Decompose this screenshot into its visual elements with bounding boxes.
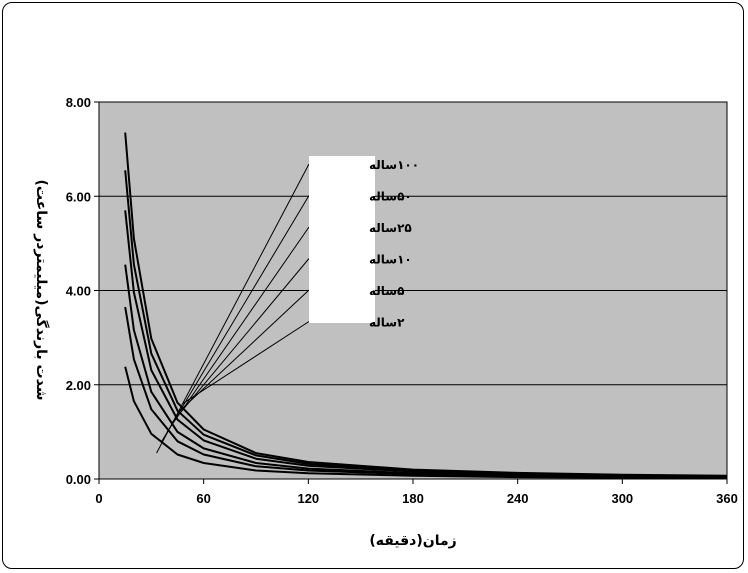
series-line-6	[124, 366, 728, 480]
series-label-1: ۱۰۰ساله	[369, 158, 419, 172]
y-tick-label: 2.00	[66, 378, 91, 393]
x-tick-label: 240	[507, 491, 529, 506]
y-axis-title: شدت بارندگی(میلیمتردر ساعت)	[33, 180, 50, 401]
x-tick-label: 0	[95, 491, 102, 506]
y-tick-label: 4.00	[66, 284, 91, 299]
x-axis-title: زمان(دقیقه)	[369, 533, 456, 549]
series-label-5: ۵ساله	[369, 284, 404, 298]
x-tick-label: 60	[196, 491, 210, 506]
y-tick-label: 6.00	[66, 189, 91, 204]
leader-line-6	[182, 321, 310, 405]
x-tick-label: 120	[297, 491, 319, 506]
y-tick-label: 0.00	[66, 472, 91, 487]
series-label-6: ۲ساله	[369, 316, 405, 330]
x-tick-label: 360	[716, 491, 738, 506]
leader-line-3	[166, 226, 310, 433]
leader-line-2	[161, 195, 310, 442]
series-label-box	[309, 156, 375, 323]
series-line-5	[124, 306, 728, 479]
series-label-3: ۲۵ساله	[369, 221, 412, 235]
y-tick-label: 8.00	[66, 95, 91, 110]
series-label-2: ۵۰ساله	[369, 190, 412, 204]
series-label-4: ۱۰ساله	[369, 253, 412, 267]
x-tick-label: 180	[402, 491, 424, 506]
x-tick-label: 300	[611, 491, 633, 506]
leader-line-1	[156, 163, 310, 454]
